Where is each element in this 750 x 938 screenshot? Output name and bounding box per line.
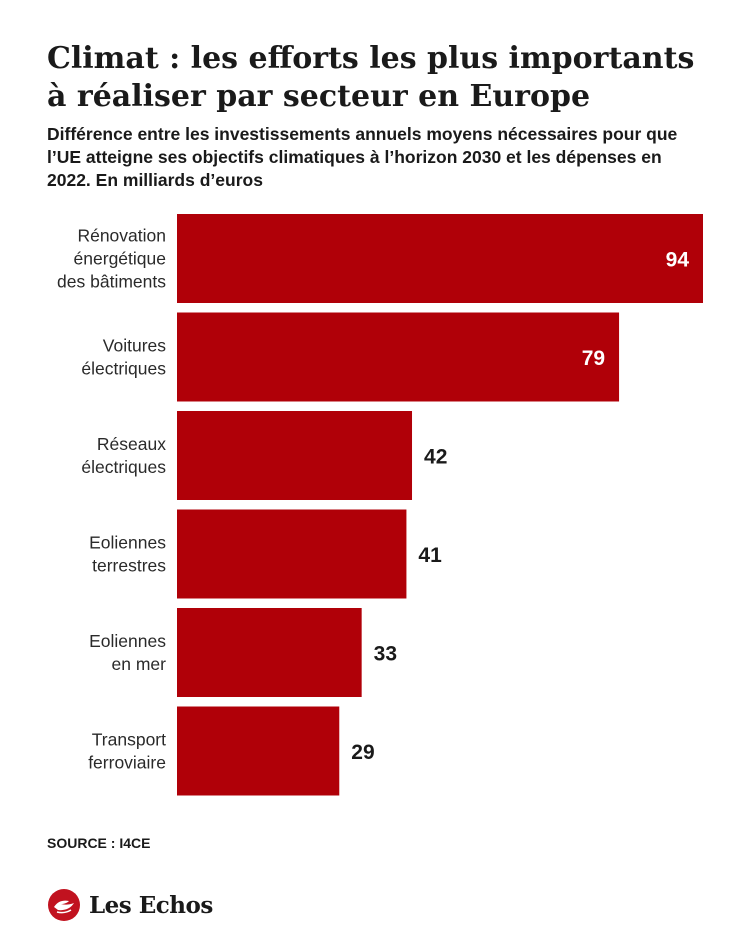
value-label: 33 — [374, 643, 397, 666]
category-label: Eoliennes en mer — [89, 631, 166, 674]
bar — [177, 312, 620, 402]
bar — [177, 706, 340, 796]
value-label: 42 — [424, 446, 447, 469]
category-label: Réseaux électriques — [81, 434, 166, 477]
value-label: 29 — [351, 741, 374, 764]
category-label: Transport ferroviaire — [88, 730, 166, 773]
value-label: 94 — [666, 249, 690, 272]
bar — [177, 509, 407, 599]
brand-logo: Les Echos — [47, 888, 213, 922]
brand-name: Les Echos — [89, 891, 213, 919]
bar-chart: Rénovation énergétique des bâtiments 94 Voit… — [57, 214, 703, 796]
chart-subtitle: Différence entre les investissements ann… — [47, 124, 678, 190]
bar — [177, 608, 362, 697]
category-label: Rénovation énergétique des bâtiments — [57, 226, 166, 292]
bar — [177, 411, 413, 500]
value-label: 41 — [418, 544, 442, 567]
bar — [177, 214, 703, 303]
category-label: Eoliennes terrestres — [89, 533, 166, 576]
value-label: 79 — [582, 347, 605, 370]
source-note: SOURCE : I4CE — [47, 835, 151, 851]
category-label: Voitures électriques — [81, 336, 166, 379]
chart-title: Climat : les efforts les plus importants… — [47, 41, 695, 114]
les-echos-logo-icon — [48, 889, 80, 921]
